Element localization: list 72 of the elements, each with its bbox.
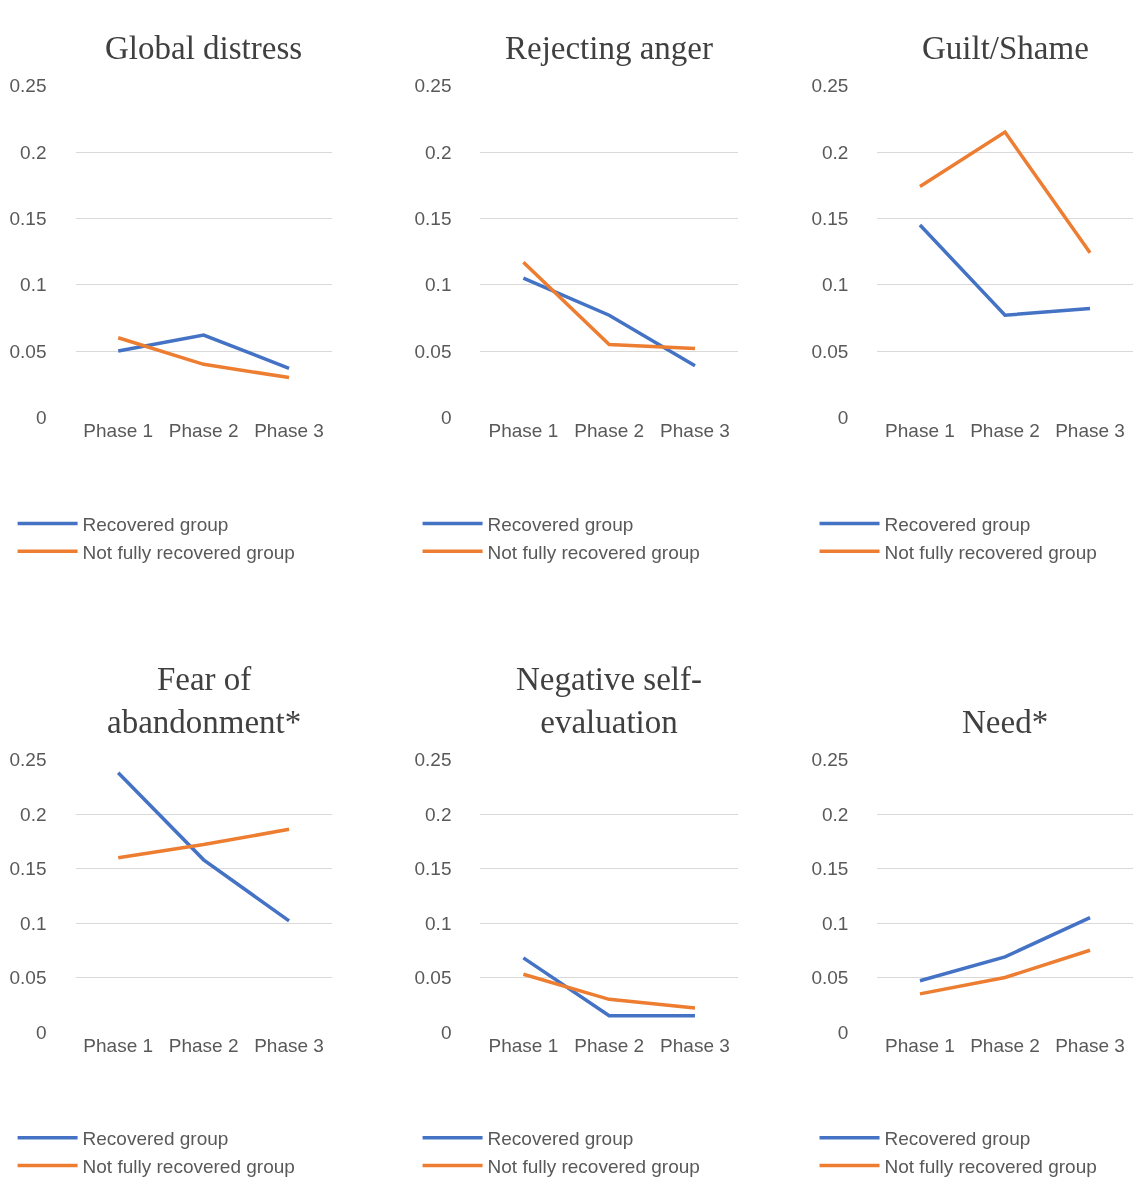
- x-tick-label: Phase 2: [970, 1034, 1040, 1056]
- y-tick-label: 0.25: [9, 75, 47, 97]
- legend-label: Not fully recovered group: [884, 1155, 1097, 1177]
- y-tick-label: 0: [837, 1021, 849, 1043]
- x-tick-label: Phase 2: [574, 1034, 645, 1056]
- y-tick-label: 0.05: [9, 340, 47, 362]
- y-tick-label: 0.1: [425, 912, 452, 934]
- legend-label: Recovered group: [82, 513, 229, 535]
- x-tick-label: Phase 2: [970, 420, 1040, 442]
- x-tick-label: Phase 3: [660, 1034, 730, 1056]
- legend-label: Recovered group: [884, 513, 1031, 535]
- chart-title: Need*: [962, 704, 1049, 740]
- y-tick-label: 0.15: [9, 858, 47, 880]
- x-tick-label: Phase 3: [1055, 1034, 1125, 1056]
- chart-title: Rejecting anger: [505, 30, 713, 66]
- legend-label: Not fully recovered group: [487, 1155, 700, 1177]
- legend-label: Not fully recovered group: [82, 541, 295, 563]
- x-tick-label: Phase 3: [254, 1034, 324, 1056]
- legend-label: Recovered group: [487, 513, 634, 535]
- y-tick-label: 0.2: [822, 803, 849, 825]
- legend-label: Recovered group: [884, 1128, 1031, 1150]
- y-tick-label: 0.05: [9, 967, 47, 989]
- y-tick-label: 0.05: [811, 967, 849, 989]
- y-tick-label: 0.25: [811, 75, 849, 97]
- legend-label: Not fully recovered group: [82, 1155, 295, 1177]
- chart-title: Negative self-evaluation: [516, 661, 702, 740]
- y-tick-label: 0.1: [425, 274, 452, 296]
- legend-label: Recovered group: [487, 1128, 634, 1150]
- x-tick-label: Phase 2: [574, 420, 645, 442]
- x-tick-label: Phase 3: [254, 420, 324, 442]
- y-tick-label: 0: [837, 407, 849, 429]
- y-tick-label: 0.1: [822, 274, 849, 296]
- y-tick-label: 0.25: [811, 749, 849, 771]
- y-tick-label: 0.1: [20, 912, 47, 934]
- y-tick-label: 0.15: [811, 208, 849, 230]
- x-tick-label: Phase 1: [488, 1034, 559, 1056]
- y-tick-label: 0.05: [811, 340, 849, 362]
- y-tick-label: 0.2: [425, 141, 452, 163]
- y-tick-label: 0.15: [811, 858, 849, 880]
- x-tick-label: Phase 2: [168, 1034, 239, 1056]
- x-tick-label: Phase 1: [488, 420, 559, 442]
- y-tick-label: 0: [440, 1021, 452, 1043]
- x-tick-label: Phase 1: [885, 1034, 955, 1056]
- y-tick-label: 0.25: [9, 749, 47, 771]
- y-tick-label: 0.05: [414, 340, 452, 362]
- x-tick-label: Phase 3: [660, 420, 730, 442]
- y-tick-label: 0.1: [822, 912, 849, 934]
- x-tick-label: Phase 1: [83, 1034, 154, 1056]
- y-tick-label: 0.15: [414, 858, 452, 880]
- chart-title: Guilt/Shame: [922, 30, 1089, 66]
- y-tick-label: 0.2: [20, 141, 47, 163]
- y-tick-label: 0.1: [20, 274, 47, 296]
- legend-label: Recovered group: [82, 1128, 229, 1150]
- y-tick-label: 0.25: [414, 75, 452, 97]
- y-tick-label: 0.15: [414, 208, 452, 230]
- y-tick-label: 0.2: [20, 803, 47, 825]
- y-tick-label: 0.05: [414, 967, 452, 989]
- legend-label: Not fully recovered group: [884, 541, 1097, 563]
- y-tick-label: 0: [35, 1021, 47, 1043]
- x-tick-label: Phase 2: [168, 420, 239, 442]
- legend-label: Not fully recovered group: [487, 541, 700, 563]
- x-tick-label: Phase 3: [1055, 420, 1125, 442]
- y-tick-label: 0.2: [822, 141, 849, 163]
- y-tick-label: 0.2: [425, 803, 452, 825]
- y-tick-label: 0: [35, 407, 47, 429]
- x-tick-label: Phase 1: [83, 420, 154, 442]
- chart-title: Global distress: [105, 30, 303, 66]
- y-tick-label: 0.25: [414, 749, 452, 771]
- x-tick-label: Phase 1: [885, 420, 955, 442]
- chart-title: Fear of abandonment*: [107, 661, 302, 740]
- y-tick-label: 0: [440, 407, 452, 429]
- y-tick-label: 0.15: [9, 208, 47, 230]
